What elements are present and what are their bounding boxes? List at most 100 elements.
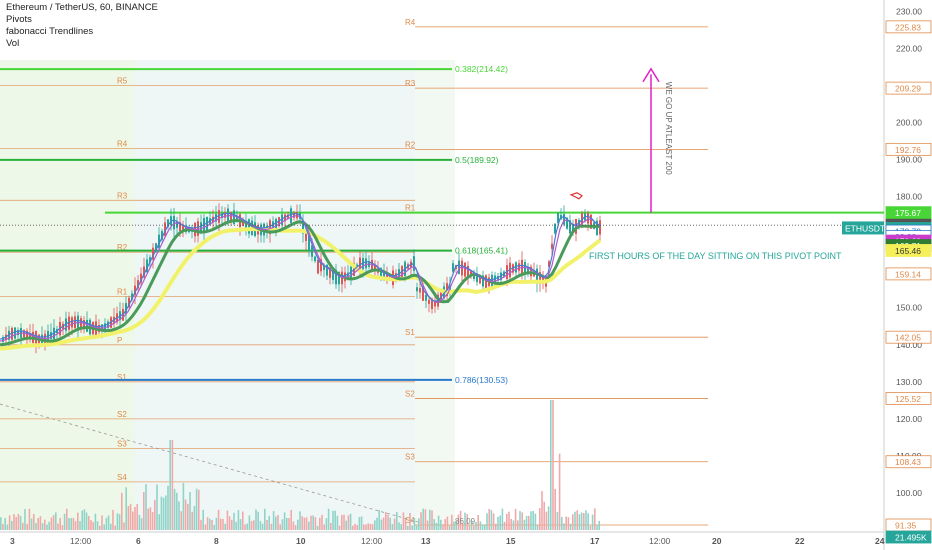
candle-body xyxy=(425,295,427,301)
volume-bar xyxy=(204,524,207,530)
volume-bar xyxy=(349,513,352,530)
candle-body xyxy=(494,275,496,285)
volume-bar xyxy=(178,501,180,530)
volume-bar xyxy=(92,522,94,530)
volume-bar xyxy=(90,520,92,530)
x-tick-label: 13 xyxy=(421,536,431,546)
candle-body xyxy=(14,327,16,339)
candle-body xyxy=(470,271,472,276)
volume-bar xyxy=(352,525,354,530)
volume-bar xyxy=(154,499,156,530)
x-tick-label: 24 xyxy=(875,536,885,546)
candle-body xyxy=(518,263,520,271)
price-tag-bg xyxy=(885,81,932,95)
volume-bar xyxy=(464,512,466,530)
volume-bar xyxy=(277,515,279,530)
candle-body xyxy=(224,212,226,218)
volume-bar xyxy=(28,508,31,530)
candle-body xyxy=(527,267,529,273)
volume-bar xyxy=(536,525,539,530)
volume-bar xyxy=(22,522,24,530)
indicator-fib-trendlines[interactable]: fabonacci Trendlines xyxy=(6,26,94,37)
candle-body xyxy=(248,219,250,234)
candle-body xyxy=(596,220,598,236)
volume-bar xyxy=(365,524,367,530)
candle-body xyxy=(485,275,487,289)
volume-bar xyxy=(448,525,451,530)
volume-bar xyxy=(281,519,284,530)
candle-body xyxy=(539,272,541,284)
volume-bar xyxy=(30,518,33,530)
candle-body xyxy=(143,266,145,278)
candle-body xyxy=(80,318,82,329)
candle-body xyxy=(218,210,220,223)
volume-bar xyxy=(565,516,567,530)
volume-bar xyxy=(237,510,240,530)
x-tick-label: 8 xyxy=(214,536,219,546)
volume-bar xyxy=(294,525,297,530)
volume-bar xyxy=(129,503,132,530)
x-tick-label: 22 xyxy=(795,536,805,546)
volume-bar xyxy=(187,503,189,530)
volume-bar xyxy=(424,509,427,530)
candle-body xyxy=(365,258,367,269)
volume-bar xyxy=(598,520,600,530)
volume-bar xyxy=(151,512,154,530)
symbol-badge-bg xyxy=(842,221,884,235)
volume-bar xyxy=(50,517,53,530)
candle-body xyxy=(347,272,349,278)
candle-body xyxy=(431,298,433,309)
volume-bar xyxy=(488,508,490,530)
volume-bar xyxy=(149,507,152,530)
candle-body xyxy=(269,220,271,235)
volume-bar xyxy=(470,520,473,530)
fib-trendline xyxy=(0,403,421,523)
price-tag-bg xyxy=(885,330,932,344)
price-tag: 142.05 xyxy=(895,333,921,343)
volume-bar xyxy=(578,514,581,530)
y-tick-label: 190.00 xyxy=(896,155,922,165)
candle-body xyxy=(572,223,574,233)
volume-bar xyxy=(371,524,374,530)
volume-bar xyxy=(356,524,358,530)
volume-bar xyxy=(574,511,576,530)
indicator-volume[interactable]: Vol xyxy=(6,38,20,49)
candle-body xyxy=(167,219,169,227)
y-tick-label: 180.00 xyxy=(896,192,922,202)
volume-bar xyxy=(195,488,198,530)
volume-bar xyxy=(585,510,587,530)
volume-bar xyxy=(503,521,506,530)
volume-bar xyxy=(325,518,328,530)
volume-bar xyxy=(279,524,281,530)
candle-body xyxy=(317,259,319,274)
volume-bar xyxy=(156,484,158,530)
volume-bar xyxy=(316,525,319,530)
volume-bar xyxy=(479,521,482,530)
price-tag-bg xyxy=(885,206,932,220)
volume-bar xyxy=(358,517,361,530)
price-tag: 159.14 xyxy=(895,269,921,279)
volume-bar xyxy=(57,523,59,530)
volume-bar xyxy=(176,492,178,530)
volume-bar xyxy=(231,519,233,530)
candle-body xyxy=(152,247,154,260)
candle-body xyxy=(161,230,163,240)
candle-body xyxy=(563,214,565,225)
volume-bar xyxy=(422,508,424,530)
volume-bar xyxy=(15,517,17,530)
volume-bar xyxy=(512,520,515,530)
volume-bar xyxy=(110,523,112,530)
symbol-badge: ETHUSDT xyxy=(845,223,885,233)
volume-bar xyxy=(220,518,222,530)
price-tag: 21.495K xyxy=(895,533,927,543)
volume-bar xyxy=(182,482,185,530)
volume-bar xyxy=(107,515,110,530)
indicator-pivots[interactable]: Pivots xyxy=(6,14,32,25)
candle-body xyxy=(236,216,238,222)
volume-bar xyxy=(495,523,497,530)
candle-body xyxy=(371,259,373,272)
volume-bar xyxy=(94,513,97,530)
volume-bar xyxy=(101,515,103,530)
x-tick-label: 12:00 xyxy=(649,536,671,546)
